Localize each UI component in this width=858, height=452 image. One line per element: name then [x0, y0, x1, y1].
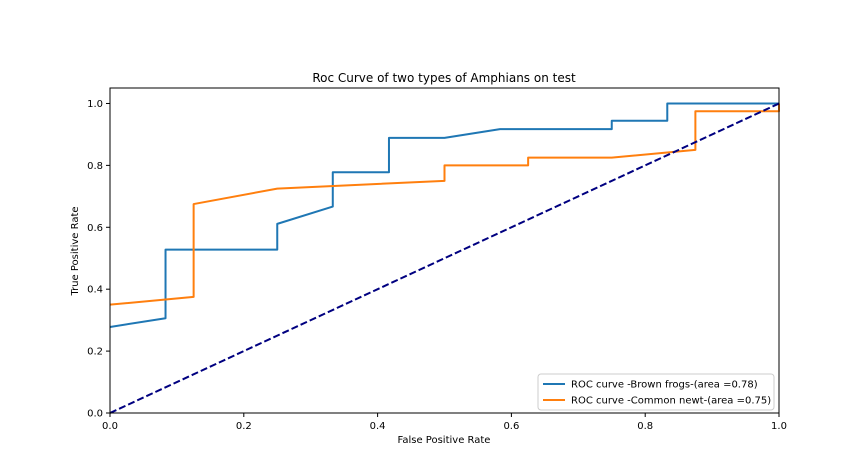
- plot-frame: [109, 87, 780, 414]
- y-axis-label: True Positive Rate: [70, 206, 81, 296]
- y-tick-label: 1.0: [87, 99, 103, 110]
- series-line-0: [109, 102, 779, 328]
- y-tick-label: 0.6: [87, 223, 103, 234]
- plot-series: [109, 102, 780, 414]
- x-tick-label: 0.6: [503, 421, 519, 432]
- x-tick-label: 0.2: [236, 421, 252, 432]
- y-tick-label: 0.8: [87, 161, 103, 172]
- x-axis-label: False Positive Rate: [398, 435, 491, 446]
- y-tick-label: 0.0: [87, 409, 103, 420]
- legend-box: [537, 373, 775, 411]
- chart-title: Roc Curve of two types of Amphians on te…: [312, 71, 576, 85]
- x-axis: 0.0 0.2 0.4 0.6 0.8 1.0: [102, 413, 787, 432]
- legend-entry: ROC curve -Common newt-(area =0.75): [571, 396, 771, 407]
- chance-diagonal-line: [109, 102, 780, 414]
- y-axis: 0.0 0.2 0.4 0.6 0.8 1.0: [87, 99, 110, 420]
- x-tick-label: 1.0: [771, 421, 787, 432]
- legend-entry: ROC curve -Brown frogs-(area =0.78): [571, 380, 758, 391]
- y-tick-label: 0.4: [87, 285, 103, 296]
- x-tick-label: 0.8: [637, 421, 653, 432]
- legend: ROC curve -Brown frogs-(area =0.78) ROC c…: [537, 373, 775, 411]
- y-tick-label: 0.2: [87, 347, 103, 358]
- x-tick-label: 0.4: [370, 421, 386, 432]
- x-tick-label: 0.0: [102, 421, 118, 432]
- series-line-1: [109, 103, 780, 306]
